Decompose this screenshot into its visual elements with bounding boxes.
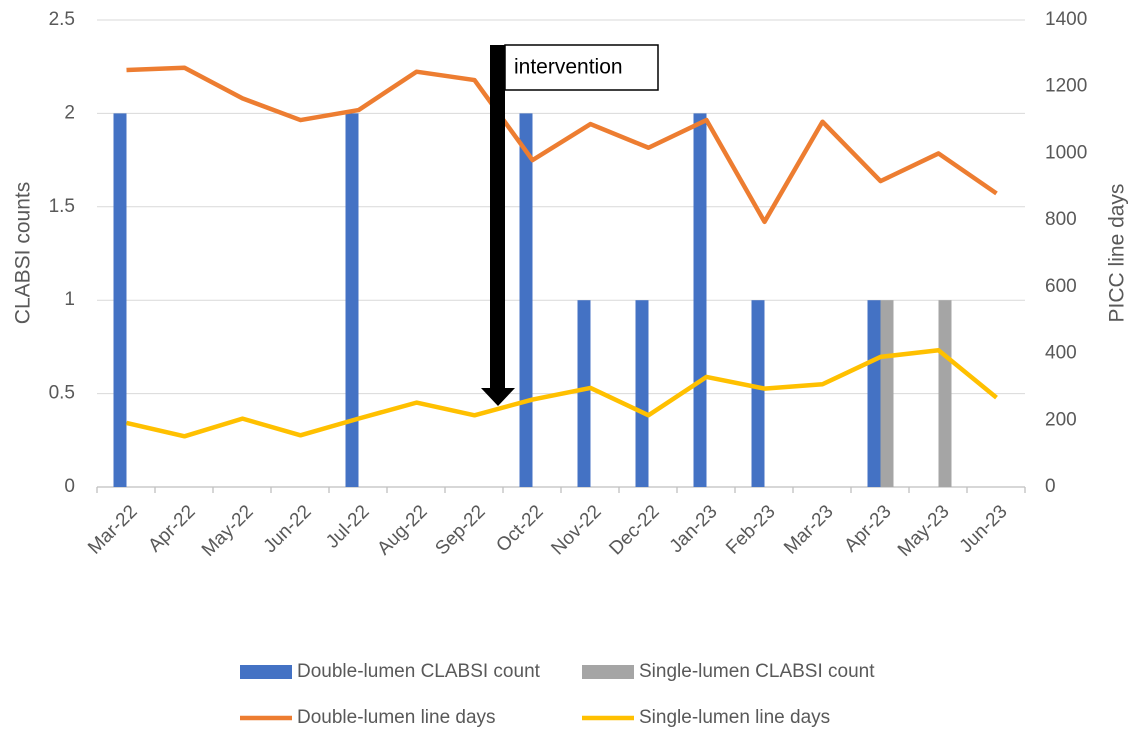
x-tick-label: Mar-22 [84,501,141,558]
y2-tick-label: 600 [1045,276,1077,297]
bar [880,300,894,487]
x-tick-label: Jun-22 [260,501,316,557]
annotation: intervention [514,56,623,79]
x-tick-label: Apr-22 [144,501,199,556]
line [126,65,998,225]
x-tick-label: Mar-23 [780,501,837,558]
bar [577,300,591,487]
y2-tick-label: 1000 [1045,142,1087,163]
bar [693,113,707,488]
y-tick-label: 2 [64,102,75,123]
y2-tick-label: 0 [1045,476,1056,497]
legend-swatch [582,665,634,679]
annotation-box [504,44,659,91]
bar [867,300,881,487]
y2-tick-label: 1200 [1045,76,1087,97]
legend-swatch [240,665,292,679]
legend-label: Single-lumen line days [639,707,830,728]
bar [345,113,359,488]
y-axis-label: CLABSI counts [12,182,35,324]
y2-tick-label: 400 [1045,343,1077,364]
y2-tick-label: 200 [1045,409,1077,430]
legend-label: Single-lumen CLABSI count [639,661,875,682]
y2-tick-label: 800 [1045,209,1077,230]
x-tick-label: Apr-23 [840,501,895,556]
bar [751,300,765,487]
legend-label: Double-lumen line days [297,707,496,728]
x-tick-label: Aug-22 [373,501,431,559]
y-tick-label: 0 [64,476,75,497]
legend-label: Double-lumen CLABSI count [297,661,541,682]
y2-tick-label: 1400 [1045,9,1087,30]
bar [519,113,533,488]
x-tick-label: Jun-23 [956,501,1012,557]
x-tick-label: May-22 [198,501,258,561]
plot: 0 0.5 1 1.5 2 2.5 0 200 400 600 800 1000 1200 1400 Mar… [49,9,1088,728]
y-tick-label: 1 [64,289,75,310]
x-tick-label: Nov-22 [547,501,605,559]
bar [635,300,649,487]
y-tick-label: 1.5 [49,196,75,217]
bar [938,300,952,487]
x-tick-label: Dec-22 [605,501,663,559]
x-tick-label: May-23 [894,501,954,561]
arrow-head [481,388,515,406]
arrow-shaft [490,45,505,390]
bar [113,113,127,488]
y2-axis-label: PICC line days [1106,184,1129,323]
x-tick-label: Jul-22 [322,501,373,552]
y-tick-label: 0.5 [49,383,75,404]
x-tick-label: Sep-22 [431,501,489,559]
line [125,347,998,439]
x-tick-label: Jan-23 [666,501,722,557]
x-tick-label: Feb-23 [722,501,779,558]
x-tick-label: Oct-22 [492,501,547,556]
y-tick-label: 2.5 [49,9,75,30]
